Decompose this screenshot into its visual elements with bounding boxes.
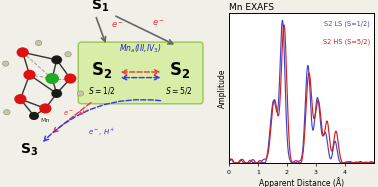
Y-axis label: Amplitude: Amplitude	[218, 68, 227, 108]
Circle shape	[51, 89, 62, 98]
X-axis label: Apparent Distance (Å): Apparent Distance (Å)	[259, 177, 344, 187]
Text: $\mathbf{S_2}$: $\mathbf{S_2}$	[169, 60, 190, 80]
Text: $\mathbf{S_1}$: $\mathbf{S_1}$	[91, 0, 109, 14]
Text: Mn$_a$(III,IV$_3$): Mn$_a$(III,IV$_3$)	[119, 42, 162, 55]
Circle shape	[51, 55, 62, 64]
Text: $\mathbf{S_2}$: $\mathbf{S_2}$	[91, 60, 113, 80]
Text: $e^-$: $e^-$	[112, 20, 124, 30]
Text: Mn: Mn	[41, 119, 50, 123]
Text: Mn EXAFS: Mn EXAFS	[229, 3, 274, 12]
FancyBboxPatch shape	[78, 42, 203, 104]
Circle shape	[65, 52, 71, 57]
Circle shape	[17, 47, 29, 57]
Circle shape	[77, 91, 84, 96]
Text: S2 LS (S=1/2): S2 LS (S=1/2)	[324, 21, 370, 27]
Circle shape	[14, 94, 26, 104]
Circle shape	[45, 73, 59, 84]
Circle shape	[47, 74, 57, 83]
Circle shape	[29, 112, 39, 120]
Text: $e^-$: $e^-$	[152, 19, 165, 28]
Circle shape	[39, 103, 51, 114]
Text: S2 HS (S=5/2): S2 HS (S=5/2)	[322, 39, 370, 45]
Text: $S=1/2$: $S=1/2$	[88, 85, 116, 96]
Text: $e^-$, $H^+$: $e^-$, $H^+$	[88, 126, 116, 138]
Circle shape	[36, 40, 42, 46]
Text: $e^-$, $H^+$: $e^-$, $H^+$	[63, 108, 91, 119]
Text: $\mathbf{S_3}$: $\mathbf{S_3}$	[20, 141, 39, 158]
Circle shape	[3, 61, 9, 66]
Text: $S=5/2$: $S=5/2$	[166, 85, 193, 96]
Circle shape	[4, 110, 10, 115]
Circle shape	[23, 70, 36, 80]
Circle shape	[64, 73, 76, 84]
